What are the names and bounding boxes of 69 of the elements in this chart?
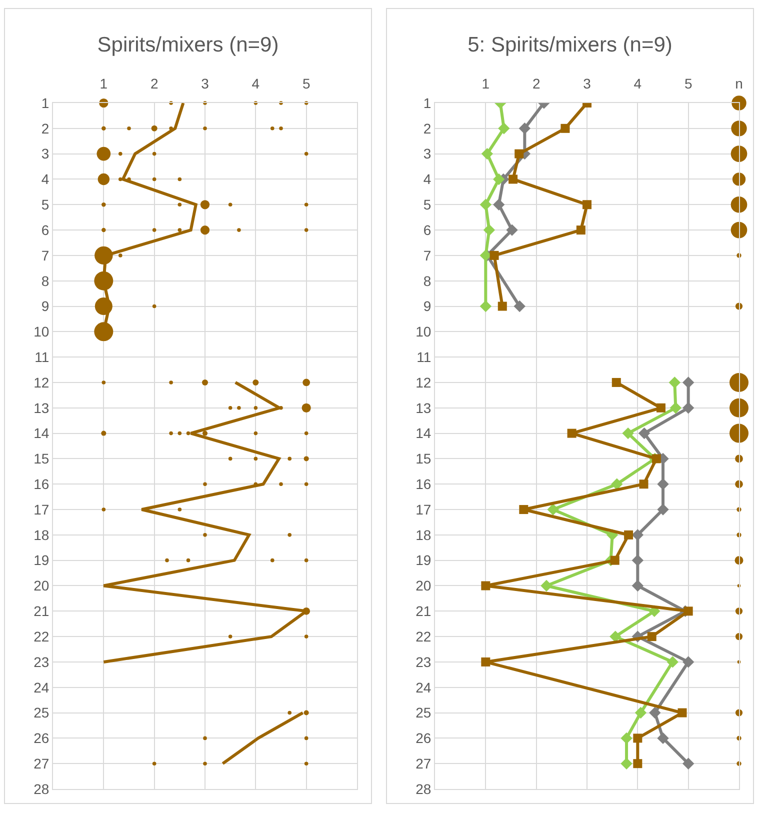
x-tick-label: 5: [684, 75, 692, 92]
y-tick-label: 10: [34, 324, 50, 340]
y-tick-label: 6: [423, 222, 432, 238]
x-tick-label: n: [735, 75, 743, 92]
y-tick-label: 5: [423, 196, 432, 213]
x-tick-label: 5: [302, 75, 310, 92]
x-tick-label: 3: [583, 75, 592, 92]
y-tick-label: 15: [34, 450, 50, 467]
y-tick-label: 11: [34, 348, 50, 365]
y-tick-label: 13: [34, 400, 50, 416]
y-tick-label: 16: [416, 476, 432, 492]
x-tick-label: 1: [100, 75, 108, 92]
y-tick-label: 27: [416, 755, 432, 772]
y-tick-label: 28: [416, 780, 432, 797]
y-tick-label: 14: [34, 425, 50, 442]
y-tick-label: 11: [416, 348, 432, 365]
y-tick-label: 26: [34, 730, 50, 746]
y-tick-label: 12: [416, 374, 432, 390]
y-tick-label: 18: [416, 526, 432, 543]
y-tick-label: 20: [34, 578, 50, 594]
y-tick-label: 1: [423, 94, 432, 111]
y-tick-label: 21: [416, 603, 432, 620]
chart-title: 5: Spirits/mixers (n=9): [468, 33, 672, 56]
y-tick-label: 8: [41, 272, 50, 289]
y-tick-label: 2: [423, 120, 432, 136]
y-tick-label: 14: [416, 425, 432, 442]
y-tick-label: 23: [416, 654, 432, 670]
x-tick-label: 4: [634, 75, 642, 92]
y-tick-label: 2: [41, 120, 50, 136]
y-tick-label: 26: [416, 730, 432, 746]
y-tick-label: 9: [41, 298, 50, 314]
y-tick-label: 1: [41, 94, 50, 111]
y-tick-label: 22: [34, 628, 50, 644]
y-tick-label: 21: [34, 603, 50, 620]
x-tick-label: 2: [150, 75, 158, 92]
y-tick-label: 17: [416, 501, 432, 518]
y-tick-label: 12: [34, 374, 50, 390]
y-tick-label: 9: [423, 298, 432, 314]
y-tick-label: 7: [41, 247, 50, 264]
x-tick-label: 1: [482, 75, 490, 92]
x-tick-label: 2: [532, 75, 540, 92]
y-tick-label: 23: [34, 654, 50, 670]
y-tick-label: 20: [416, 578, 432, 594]
y-tick-label: 19: [416, 552, 432, 568]
y-tick-label: 25: [416, 704, 432, 721]
y-tick-label: 7: [423, 247, 432, 264]
y-tick-label: 15: [416, 450, 432, 467]
y-tick-label: 6: [41, 222, 50, 238]
y-tick-label: 4: [423, 171, 432, 188]
y-tick-label: 3: [41, 146, 50, 162]
chart-title: Spirits/mixers (n=9): [97, 33, 279, 56]
y-tick-label: 28: [34, 780, 50, 797]
y-tick-label: 19: [34, 552, 50, 568]
y-tick-label: 8: [423, 272, 432, 289]
y-tick-label: 13: [416, 400, 432, 416]
y-tick-label: 17: [34, 501, 50, 518]
y-tick-label: 18: [34, 526, 50, 543]
y-tick-label: 16: [34, 476, 50, 492]
y-tick-label: 25: [34, 704, 50, 721]
x-tick-label: 3: [201, 75, 210, 92]
y-tick-label: 10: [416, 324, 432, 340]
y-tick-label: 24: [416, 679, 432, 696]
x-tick-label: 4: [252, 75, 260, 92]
y-tick-label: 5: [41, 196, 50, 213]
y-tick-label: 24: [34, 679, 50, 696]
y-tick-label: 27: [34, 755, 50, 772]
y-tick-label: 3: [423, 146, 432, 162]
y-tick-label: 22: [416, 628, 432, 644]
y-tick-label: 4: [41, 171, 50, 188]
